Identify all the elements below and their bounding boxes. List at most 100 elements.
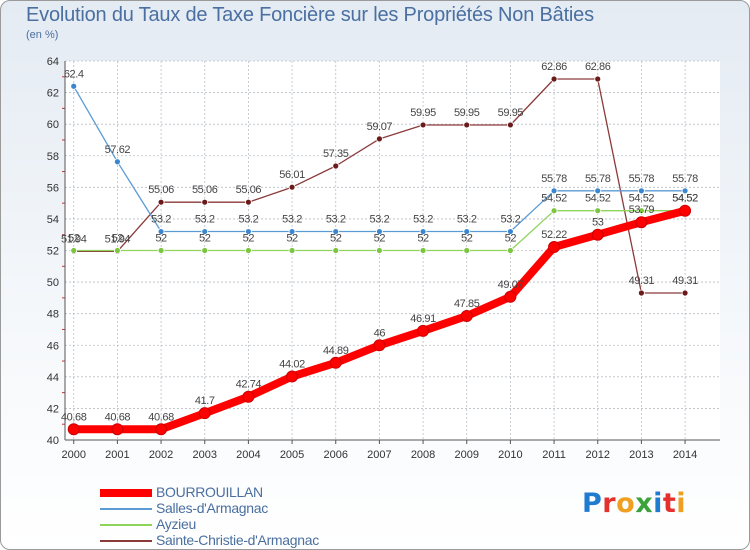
logo-letter: x bbox=[635, 488, 654, 519]
data-point bbox=[244, 228, 252, 235]
data-label: 40.68 bbox=[61, 411, 87, 423]
x-tick-label: 2008 bbox=[411, 449, 435, 461]
data-label: 52 bbox=[112, 233, 124, 245]
data-point bbox=[332, 228, 340, 235]
data-label: 52 bbox=[286, 233, 298, 245]
data-label: 49.31 bbox=[629, 275, 655, 287]
legend-item: Ayzieu bbox=[100, 516, 420, 533]
data-label: 44.02 bbox=[279, 359, 305, 371]
data-label: 55.78 bbox=[629, 173, 655, 185]
legend-swatch bbox=[100, 508, 152, 510]
data-label: 53.2 bbox=[413, 214, 433, 226]
data-point bbox=[463, 121, 471, 129]
data-point bbox=[67, 423, 80, 436]
labels-salles-d-armagnac: 62.4 57.62 53.2 53.2 53.2 53.2 53.2 53.2 53.2 53.… bbox=[64, 68, 699, 226]
series-sainte-christie-d-armagnac bbox=[70, 75, 689, 297]
data-label: 49.07 bbox=[498, 279, 524, 291]
series-salles-d-armagnac bbox=[70, 82, 689, 235]
data-point bbox=[157, 198, 165, 206]
logo-letter: P bbox=[582, 488, 603, 519]
data-point bbox=[638, 187, 645, 195]
data-point bbox=[504, 290, 517, 303]
data-point bbox=[506, 228, 514, 235]
data-label: 53.2 bbox=[500, 214, 520, 226]
data-point bbox=[375, 135, 383, 143]
data-point bbox=[594, 75, 602, 83]
chart-subtitle: (en %) bbox=[26, 29, 59, 41]
data-point bbox=[506, 247, 514, 254]
data-label: 52 bbox=[199, 233, 211, 245]
labels-sainte-christie-d-armagnac: 51.94 51.94 55.06 55.06 55.06 56.01 57.35 59.07… bbox=[61, 61, 699, 287]
data-label: 52 bbox=[417, 233, 429, 245]
logo-letter: i bbox=[676, 488, 687, 519]
data-label: 47.85 bbox=[454, 298, 480, 310]
data-point bbox=[681, 187, 689, 195]
data-label: 52 bbox=[330, 233, 342, 245]
x-tick-label: 2011 bbox=[542, 449, 566, 461]
data-label: 53.2 bbox=[238, 214, 258, 226]
data-point bbox=[201, 198, 209, 206]
data-label: 42.74 bbox=[236, 379, 262, 391]
data-label: 54.52 bbox=[541, 193, 567, 205]
data-label: 53.2 bbox=[195, 214, 215, 226]
y-tick-label: 56 bbox=[47, 182, 59, 194]
x-tick-label: 2000 bbox=[61, 449, 85, 461]
x-tick-label: 2003 bbox=[192, 449, 216, 461]
data-label: 41.7 bbox=[195, 395, 215, 407]
data-point bbox=[288, 183, 296, 191]
data-label: 54.52 bbox=[672, 193, 698, 205]
x-tick-label: 2014 bbox=[673, 449, 697, 461]
data-point bbox=[635, 216, 648, 229]
data-point bbox=[286, 370, 299, 383]
data-label: 52 bbox=[505, 233, 517, 245]
data-label: 57.35 bbox=[323, 148, 349, 160]
data-point bbox=[548, 241, 561, 254]
data-label: 53.2 bbox=[369, 214, 389, 226]
data-label: 55.06 bbox=[236, 184, 262, 196]
data-point bbox=[594, 187, 602, 195]
data-label: 54.52 bbox=[629, 193, 655, 205]
data-point bbox=[201, 247, 209, 254]
y-tick-label: 54 bbox=[47, 214, 59, 226]
data-label: 52 bbox=[374, 233, 386, 245]
data-point bbox=[638, 207, 645, 215]
data-point bbox=[460, 310, 473, 323]
data-label: 51.94 bbox=[105, 233, 131, 245]
data-point bbox=[419, 228, 427, 235]
data-label: 59.95 bbox=[498, 107, 524, 119]
y-tick-label: 64 bbox=[47, 56, 59, 68]
data-label: 40.68 bbox=[105, 411, 131, 423]
data-point bbox=[288, 228, 296, 235]
data-label: 40.68 bbox=[148, 411, 174, 423]
data-point bbox=[550, 75, 558, 83]
data-label: 53.2 bbox=[151, 214, 171, 226]
data-point bbox=[288, 247, 296, 254]
legend-label: Salles-d'Armagnac bbox=[156, 500, 268, 516]
data-point bbox=[198, 407, 211, 420]
data-point bbox=[550, 207, 558, 215]
data-point bbox=[463, 247, 471, 254]
data-label: 46 bbox=[374, 327, 386, 339]
data-label: 55.06 bbox=[192, 184, 218, 196]
data-point bbox=[114, 247, 121, 254]
data-point bbox=[591, 228, 604, 241]
data-point bbox=[679, 204, 692, 217]
data-label: 54.52 bbox=[672, 193, 698, 205]
logo-letter: i bbox=[653, 488, 663, 519]
data-point bbox=[157, 247, 165, 254]
data-label: 59.95 bbox=[454, 107, 480, 119]
data-point bbox=[594, 207, 602, 215]
data-label: 53 bbox=[592, 217, 604, 229]
series-ayzieu bbox=[70, 207, 689, 254]
data-label: 55.78 bbox=[541, 173, 567, 185]
chart-title: Evolution du Taux de Taxe Foncière sur l… bbox=[26, 4, 594, 26]
data-point bbox=[70, 247, 78, 254]
data-point bbox=[157, 228, 165, 235]
data-label: 62.86 bbox=[585, 61, 611, 73]
data-point bbox=[332, 247, 340, 254]
data-point bbox=[155, 423, 168, 436]
x-tick-label: 2006 bbox=[323, 449, 347, 461]
x-tick-label: 2013 bbox=[629, 449, 653, 461]
data-point bbox=[681, 289, 689, 297]
